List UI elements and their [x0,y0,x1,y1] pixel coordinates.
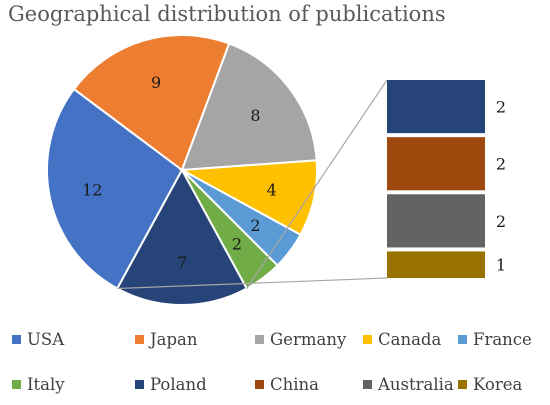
legend-swatch [363,380,372,389]
pie-slice-japan [72,33,231,172]
legend-swatch [458,380,467,389]
legend-label: France [473,330,532,349]
legend-label: USA [27,330,65,349]
bar-label-poland: 2 [496,98,506,117]
legend-swatch [12,335,21,344]
pie-label-japan: 9 [151,73,161,92]
legend-label: China [270,375,319,394]
bar-segment-poland [387,80,485,134]
pie-slice-other [115,167,249,307]
legend-label: Canada [378,330,442,349]
legend-item-canada: Canada [363,330,441,349]
legend-swatch [255,380,264,389]
legend-swatch [12,380,21,389]
legend-item-australia: Australia [363,375,454,394]
connector-line-bottom [117,277,388,290]
legend-label: Poland [150,375,207,394]
connector-lines [117,79,388,290]
bar-label-china: 2 [496,155,506,174]
pie-label-italy: 2 [232,235,242,254]
legend-swatch [135,380,144,389]
bar-label-korea: 1 [496,256,506,275]
breakdown-bar: 2 2 2 1 [387,80,506,278]
legend-item-korea: Korea [458,375,522,394]
legend-swatch [458,335,467,344]
pie-label-other: 7 [177,253,187,272]
pie-label-usa: 12 [82,181,102,200]
legend-label: Australia [378,375,454,394]
legend-swatch [363,335,372,344]
legend-item-usa: USA [12,330,64,349]
connector-line-top [246,79,388,289]
legend-item-france: France [458,330,532,349]
legend-item-italy: Italy [12,375,65,394]
pie-slice-usa [46,87,184,290]
legend-swatch [255,335,264,344]
legend-item-japan: Japan [135,330,197,349]
legend-label: Italy [27,375,65,394]
chart-title: Geographical distribution of publication… [8,2,446,26]
bar-segment-china [387,137,485,191]
legend-item-germany: Germany [255,330,346,349]
legend-label: Japan [150,330,198,349]
pie-label-france: 2 [250,216,260,235]
pie-label-germany: 8 [250,106,260,125]
pie-label-canada: 4 [267,181,277,200]
bar-segment-korea [387,251,485,278]
legend-item-china: China [255,375,319,394]
legend-swatch [135,335,144,344]
bar-segment-australia [387,194,485,248]
legend-label: Germany [270,330,347,349]
bar-label-australia: 2 [496,212,506,231]
legend-label: Korea [473,375,523,394]
pie-slice-germany [180,42,318,172]
legend-item-poland: Poland [135,375,207,394]
